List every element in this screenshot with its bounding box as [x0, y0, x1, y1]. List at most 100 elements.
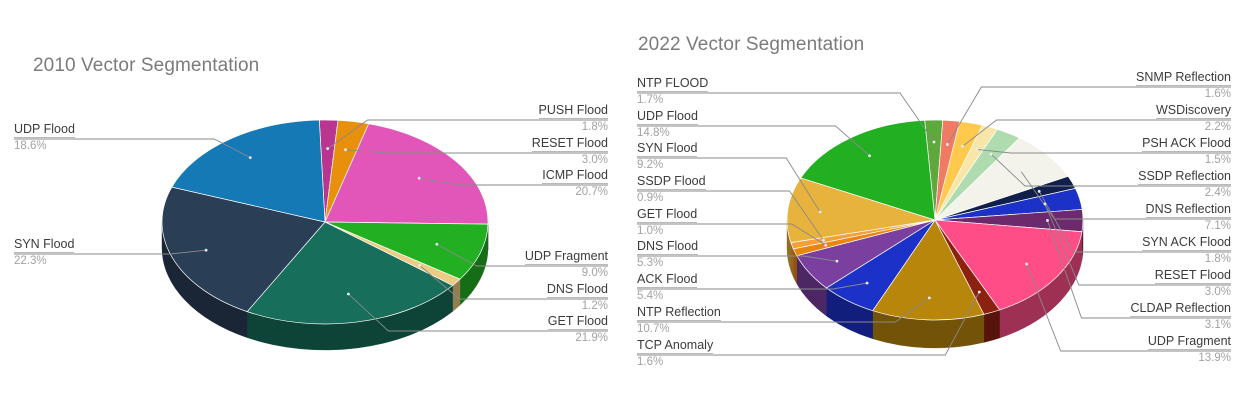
pie-chart-panel-2022: 2022 Vector Segmentation SNMP Reflection… [623, 0, 1246, 417]
callout-label-percent: 3.1% [1204, 319, 1231, 331]
pie-callout-label: DNS Flood 1.2% [546, 282, 608, 313]
callout-label-percent: 2.2% [1204, 121, 1231, 133]
callout-label-percent: 9.2% [637, 159, 664, 171]
callout-label-rule [1147, 349, 1231, 350]
callout-label-rule [524, 264, 608, 265]
callout-label-rule [531, 151, 608, 152]
callout-label-percent: 10.7% [637, 323, 670, 335]
pie-callout-label: NTP Reflection 10.7% [637, 305, 721, 336]
callout-label-name: SNMP Reflection [1136, 70, 1231, 84]
callout-label-rule [538, 118, 608, 119]
callout-label-name: GET Flood [637, 207, 698, 221]
callout-label-name: UDP Fragment [524, 249, 608, 263]
callout-label-name: SYN ACK Flood [1142, 235, 1231, 249]
callout-label-percent: 14.8% [637, 127, 670, 139]
callout-label-name: TCP Anomaly [637, 338, 714, 352]
callout-label-rule [547, 329, 608, 330]
pie-callout-label: DNS Flood 5.3% [637, 239, 699, 270]
callout-label-rule [1142, 250, 1231, 251]
callout-label-rule [637, 91, 709, 92]
callout-label-rule [546, 297, 608, 298]
callout-label-rule [637, 287, 698, 288]
callout-label-name: DNS Reflection [1145, 202, 1231, 216]
callout-label-percent: 9.0% [581, 267, 608, 279]
callout-label-rule [1154, 283, 1231, 284]
callout-label-rule [542, 183, 608, 184]
callout-label-rule [637, 189, 706, 190]
pie-callout-label: SNMP Reflection 1.6% [1136, 70, 1231, 101]
callout-label-rule [1142, 151, 1231, 152]
callout-label-name: DNS Flood [637, 239, 699, 253]
pie-callout-label: PUSH Flood 1.8% [538, 103, 608, 134]
callout-label-percent: 1.5% [1204, 154, 1231, 166]
callout-label-name: RESET Flood [1154, 268, 1231, 282]
callout-label-rule [637, 254, 699, 255]
callout-label-name: PUSH Flood [538, 103, 608, 117]
pie-callout-label: PSH ACK Flood 1.5% [1142, 136, 1231, 167]
pie-callout-label: SSDP Flood 0.9% [637, 174, 706, 205]
callout-label-name: ICMP Flood [542, 168, 608, 182]
callout-label-rule [637, 353, 714, 354]
callout-label-name: GET Flood [547, 314, 608, 328]
callout-label-rule [1145, 217, 1231, 218]
callout-label-percent: 1.2% [581, 300, 608, 312]
callout-label-name: SYN Flood [637, 141, 698, 155]
pie-callout-label: RESET Flood 3.0% [531, 136, 608, 167]
chart-title-2022: 2022 Vector Segmentation [638, 34, 865, 55]
pie-callout-label: GET Flood 1.0% [637, 207, 698, 238]
callout-label-rule [1136, 85, 1231, 86]
chart-title-2010: 2010 Vector Segmentation [33, 55, 260, 76]
pie-chart-2010-graphic [14, 119, 608, 351]
pie-callout-label: UDP Flood 14.8% [637, 109, 698, 140]
pie-callout-label: DNS Reflection 7.1% [1145, 202, 1231, 233]
callout-label-percent: 3.0% [1204, 286, 1231, 298]
pie-callout-label: RESET Flood 3.0% [1154, 268, 1231, 299]
callout-label-name: DNS Flood [546, 282, 608, 296]
pie-callout-label: GET Flood 21.9% [547, 314, 608, 345]
pie-callout-label: UDP Fragment 9.0% [524, 249, 608, 280]
callout-label-name: NTP FLOOD [637, 76, 709, 90]
pie-callout-label: UDP Flood 18.6% [14, 122, 75, 153]
callout-label-name: SSDP Reflection [1138, 169, 1231, 183]
callout-label-percent: 21.9% [575, 332, 608, 344]
callout-label-percent: 1.0% [637, 225, 664, 237]
callout-label-name: UDP Fragment [1147, 334, 1231, 348]
callout-label-name: ACK Flood [637, 272, 698, 286]
pie-callout-label: WSDiscovery 2.2% [1155, 103, 1231, 134]
callout-label-percent: 7.1% [1204, 220, 1231, 232]
callout-label-percent: 13.9% [1198, 352, 1231, 364]
pie-callout-label: TCP Anomaly 1.6% [637, 338, 714, 369]
callout-label-percent: 1.7% [637, 94, 664, 106]
callout-label-rule [1130, 316, 1231, 317]
callout-label-percent: 1.8% [1204, 253, 1231, 265]
callout-label-percent: 18.6% [14, 140, 47, 152]
callout-label-name: CLDAP Reflection [1130, 301, 1231, 315]
callout-label-name: SYN Flood [14, 237, 75, 251]
callout-label-percent: 1.8% [581, 121, 608, 133]
callout-label-rule [1155, 118, 1231, 119]
callout-label-name: PSH ACK Flood [1142, 136, 1231, 150]
callout-label-percent: 0.9% [637, 192, 664, 204]
pie-callout-label: CLDAP Reflection 3.1% [1130, 301, 1231, 332]
pie-callout-label: NTP FLOOD 1.7% [637, 76, 709, 107]
callout-label-rule [637, 320, 721, 321]
callout-label-rule [637, 124, 698, 125]
callout-label-percent: 1.6% [1204, 88, 1231, 100]
callout-label-rule [637, 156, 698, 157]
pie-callout-label: SYN Flood 9.2% [637, 141, 698, 172]
callout-label-name: UDP Flood [14, 122, 75, 136]
pie-callout-label: ACK Flood 5.4% [637, 272, 698, 303]
pie-callout-label: ICMP Flood 20.7% [542, 168, 608, 199]
pie-callout-label: SYN ACK Flood 1.8% [1142, 235, 1231, 266]
callout-label-percent: 2.4% [1204, 187, 1231, 199]
pie-callout-label: UDP Fragment 13.9% [1147, 334, 1231, 365]
callout-label-name: NTP Reflection [637, 305, 721, 319]
callout-label-name: UDP Flood [637, 109, 698, 123]
pie-callout-label: SSDP Reflection 2.4% [1138, 169, 1231, 200]
callout-label-percent: 20.7% [575, 186, 608, 198]
pie-chart-panel-2010: 2010 Vector Segmentation PUSH Flood 1.8% R… [14, 55, 608, 351]
callout-label-name: WSDiscovery [1155, 103, 1231, 117]
pie-callout-label: SYN Flood 22.3% [14, 237, 75, 268]
callout-label-rule [637, 222, 698, 223]
